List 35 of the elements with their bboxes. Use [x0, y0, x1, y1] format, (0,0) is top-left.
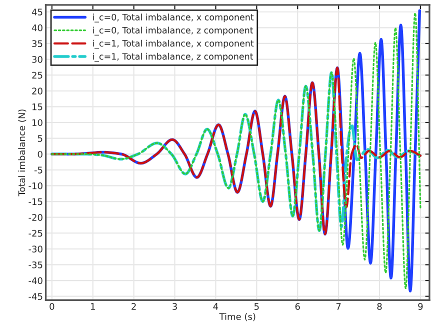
y-tick-label: 45 — [32, 8, 42, 16]
legend-label: i_c=1, Total imbalance, x component — [92, 40, 254, 49]
y-tick-label: 20 — [32, 88, 42, 94]
y-tick-label: 30 — [32, 56, 42, 63]
y-tick-label: 40 — [32, 24, 42, 32]
x-axis-title: Time (s) — [219, 313, 256, 322]
x-tick-label: 2 — [132, 303, 136, 310]
y-tick-label: -20 — [28, 214, 42, 221]
x-tick-label: 9 — [418, 303, 423, 310]
x-tick-label: 4 — [213, 303, 218, 310]
y-tick-label: -40 — [28, 277, 42, 284]
y-tick-label: -35 — [28, 261, 42, 268]
legend-label: i_c=0, Total imbalance, z component — [92, 26, 254, 36]
y-tick-label: -25 — [28, 230, 42, 237]
y-tick-label: -10 — [28, 182, 42, 190]
legend-label: i_c=0, Total imbalance, x component — [92, 14, 254, 22]
y-tick-label: 35 — [32, 40, 42, 48]
x-tick-label: 8 — [377, 303, 382, 310]
x-tick-label: 0 — [50, 303, 54, 310]
y-tick-label: -5 — [34, 166, 42, 174]
x-tick-label: 6 — [295, 303, 300, 310]
y-tick-label: -30 — [28, 246, 42, 252]
y-tick-label: 10 — [32, 119, 42, 126]
x-tick-label: 7 — [336, 303, 341, 310]
legend-label: i_c=1, Total imbalance, z component — [92, 52, 254, 62]
y-tick-label: -15 — [28, 198, 42, 206]
y-tick-label: 0 — [38, 150, 42, 158]
x-tick-label: 1 — [90, 303, 95, 310]
x-tick-label: 5 — [254, 303, 259, 310]
y-axis-title: Total imbalance (N) — [18, 110, 26, 196]
x-tick-label: 3 — [172, 303, 177, 310]
y-tick-label: 25 — [32, 72, 42, 79]
y-tick-label: -45 — [28, 293, 42, 300]
y-tick-label: 15 — [32, 104, 42, 110]
y-tick-label: 5 — [38, 135, 42, 142]
